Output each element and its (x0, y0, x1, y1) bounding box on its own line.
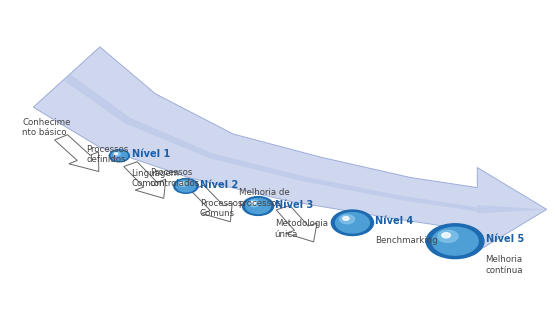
Circle shape (246, 199, 270, 213)
Circle shape (331, 210, 374, 236)
Text: Conhecime
nto básico: Conhecime nto básico (22, 118, 70, 137)
Text: Nível 4: Nível 4 (375, 216, 413, 226)
Text: Benchmarking: Benchmarking (375, 236, 437, 245)
Circle shape (426, 224, 484, 259)
Circle shape (179, 181, 187, 187)
Text: Processos
definidos: Processos definidos (86, 145, 128, 164)
Circle shape (180, 182, 184, 185)
Circle shape (340, 215, 355, 224)
Circle shape (176, 180, 196, 192)
Text: Nível 1: Nível 1 (132, 149, 170, 159)
Circle shape (336, 213, 369, 233)
Text: Nível 5: Nível 5 (486, 233, 524, 244)
Polygon shape (33, 47, 547, 251)
Text: Nível 3: Nível 3 (275, 200, 313, 210)
Circle shape (115, 153, 118, 155)
Circle shape (174, 179, 198, 193)
Polygon shape (124, 162, 166, 198)
Text: Melhoria de
processos: Melhoria de processos (239, 188, 289, 208)
Text: Metodologia
única: Metodologia única (275, 219, 327, 239)
Polygon shape (54, 135, 99, 172)
Text: Nível 2: Nível 2 (200, 180, 238, 190)
Circle shape (109, 150, 129, 162)
Polygon shape (190, 185, 233, 222)
Circle shape (112, 151, 127, 160)
Circle shape (113, 152, 120, 156)
Text: Processos
Comuns: Processos Comuns (200, 199, 242, 218)
Polygon shape (276, 205, 317, 242)
Circle shape (251, 201, 256, 204)
Circle shape (438, 230, 458, 243)
Polygon shape (63, 74, 547, 214)
Text: Melhoria
contínua: Melhoria contínua (486, 255, 523, 275)
Circle shape (432, 227, 478, 255)
Circle shape (249, 200, 260, 207)
Circle shape (243, 197, 274, 215)
Text: Linguagem
Comum: Linguagem Comum (132, 169, 180, 188)
Circle shape (442, 233, 451, 238)
Text: Processos
controlados: Processos controlados (150, 168, 200, 188)
Circle shape (343, 216, 349, 220)
